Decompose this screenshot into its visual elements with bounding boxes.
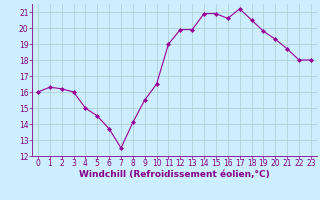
- X-axis label: Windchill (Refroidissement éolien,°C): Windchill (Refroidissement éolien,°C): [79, 170, 270, 179]
